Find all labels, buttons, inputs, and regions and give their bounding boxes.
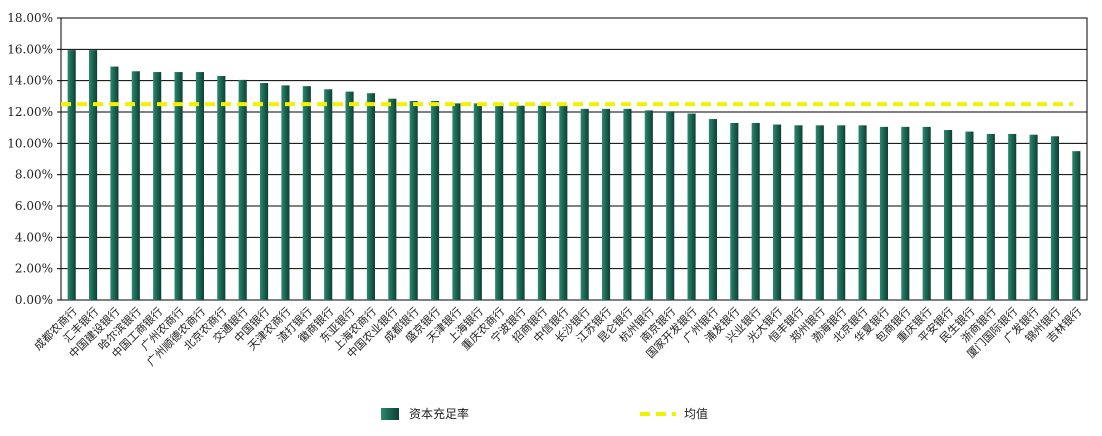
bar [473, 103, 482, 300]
bar [773, 124, 782, 301]
bar [580, 108, 589, 300]
bar [879, 126, 888, 300]
bar [602, 108, 611, 300]
bar [131, 71, 140, 301]
y-tick-label: 6.00% [15, 199, 53, 213]
y-tick-label: 4.00% [15, 230, 53, 244]
bar [1072, 151, 1081, 300]
bar [1050, 136, 1059, 300]
bar [559, 105, 568, 300]
bar [815, 125, 824, 300]
bar [195, 72, 204, 300]
bar [89, 50, 98, 300]
gridlines [61, 17, 1087, 301]
bar [986, 133, 995, 300]
y-tick-label: 14.00% [7, 74, 53, 88]
bar [431, 101, 440, 301]
y-tick-label: 0.00% [15, 293, 53, 307]
bar [944, 130, 953, 300]
bar [751, 122, 760, 300]
bar [495, 103, 504, 300]
plot-area [60, 17, 1088, 301]
bar [217, 75, 226, 300]
bar [965, 131, 974, 300]
y-tick-label: 18.00% [7, 11, 53, 25]
bar [837, 125, 846, 300]
bar [174, 72, 183, 300]
bar [687, 113, 696, 300]
bar [623, 108, 632, 300]
legend-bar-label: 资本充足率 [409, 406, 469, 421]
bar [644, 110, 653, 300]
bar [730, 122, 739, 300]
bar [388, 98, 397, 300]
x-axis-labels: 成都农商行汇丰银行中国建设银行哈尔滨银行中国工商银行广州农商行广州顺德农商行北京… [31, 304, 1084, 368]
y-tick-label: 8.00% [15, 168, 53, 182]
y-tick-label: 10.00% [7, 136, 53, 150]
bars [67, 50, 1081, 301]
legend-bar-swatch [381, 408, 399, 420]
y-tick-label: 12.00% [7, 105, 53, 119]
bar [516, 105, 525, 300]
bar [1029, 134, 1038, 300]
legend-line-label: 均值 [684, 406, 708, 421]
bar [794, 125, 803, 300]
bar [537, 105, 546, 300]
bar [302, 86, 311, 301]
bar [238, 79, 247, 300]
bar [452, 103, 461, 300]
bar [260, 83, 269, 301]
bar [281, 85, 290, 300]
bar [110, 66, 119, 300]
bar [366, 93, 375, 300]
y-tick-label: 16.00% [7, 42, 53, 56]
bar [666, 111, 675, 300]
bar [922, 126, 931, 300]
bar [345, 91, 354, 300]
bar [324, 89, 333, 301]
bar [409, 101, 418, 301]
bar [708, 119, 717, 300]
bar [858, 125, 867, 300]
y-axis-ticks: 0.00% 2.00% 4.00% 6.00% 8.00% 10.00% 12.00% 14.… [7, 11, 61, 307]
bar [1008, 133, 1017, 300]
bar [153, 72, 162, 300]
bar [901, 126, 910, 300]
y-tick-label: 2.00% [15, 262, 53, 276]
legend: 资本充足率 均值 [381, 406, 708, 421]
bar [67, 50, 76, 300]
